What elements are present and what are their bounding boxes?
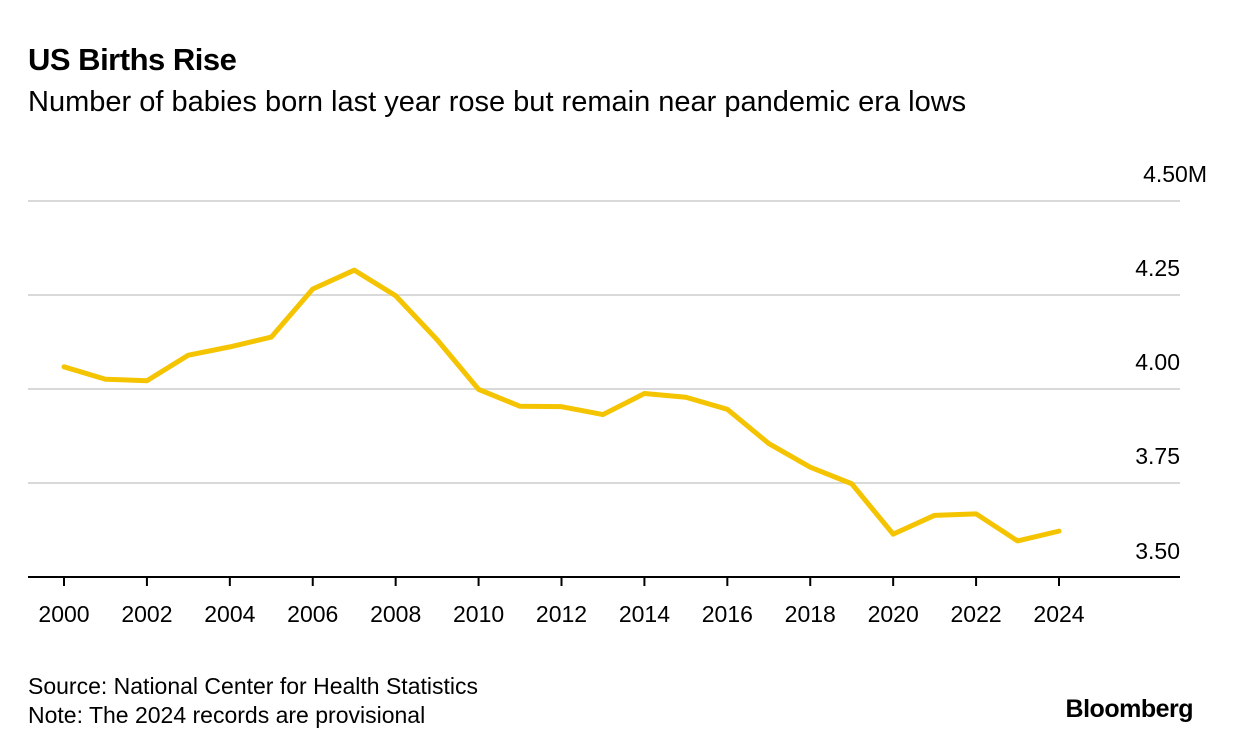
x-tick-label: 2010 bbox=[453, 601, 504, 627]
y-tick-label: 3.50 bbox=[1135, 538, 1180, 564]
x-tick-label: 2018 bbox=[785, 601, 836, 627]
chart-title: US Births Rise bbox=[28, 42, 237, 77]
x-tick-label: 2012 bbox=[536, 601, 587, 627]
x-tick-label: 2004 bbox=[204, 601, 255, 627]
x-tick-label: 2020 bbox=[868, 601, 919, 627]
x-tick-label: 2024 bbox=[1033, 601, 1084, 627]
chart-subtitle: Number of babies born last year rose but… bbox=[28, 86, 967, 118]
x-tick-label: 2006 bbox=[287, 601, 338, 627]
x-tick-label: 2014 bbox=[619, 601, 670, 627]
x-tick-label: 2008 bbox=[370, 601, 421, 627]
x-tick-label: 2000 bbox=[38, 601, 89, 627]
y-tick-label: 3.75 bbox=[1135, 443, 1180, 469]
x-tick-label: 2002 bbox=[121, 601, 172, 627]
bloomberg-logo: Bloomberg bbox=[1065, 695, 1194, 723]
provisional-note: Note: The 2024 records are provisional bbox=[28, 702, 426, 728]
x-tick-label: 2016 bbox=[702, 601, 753, 627]
y-tick-label: 4.00 bbox=[1135, 349, 1180, 375]
y-tick-label: 4.50M bbox=[1143, 161, 1207, 187]
y-tick-label: 4.25 bbox=[1135, 255, 1180, 281]
x-tick-label: 2022 bbox=[950, 601, 1001, 627]
series-line bbox=[61, 267, 1062, 544]
source-note: Source: National Center for Health Stati… bbox=[28, 673, 478, 699]
